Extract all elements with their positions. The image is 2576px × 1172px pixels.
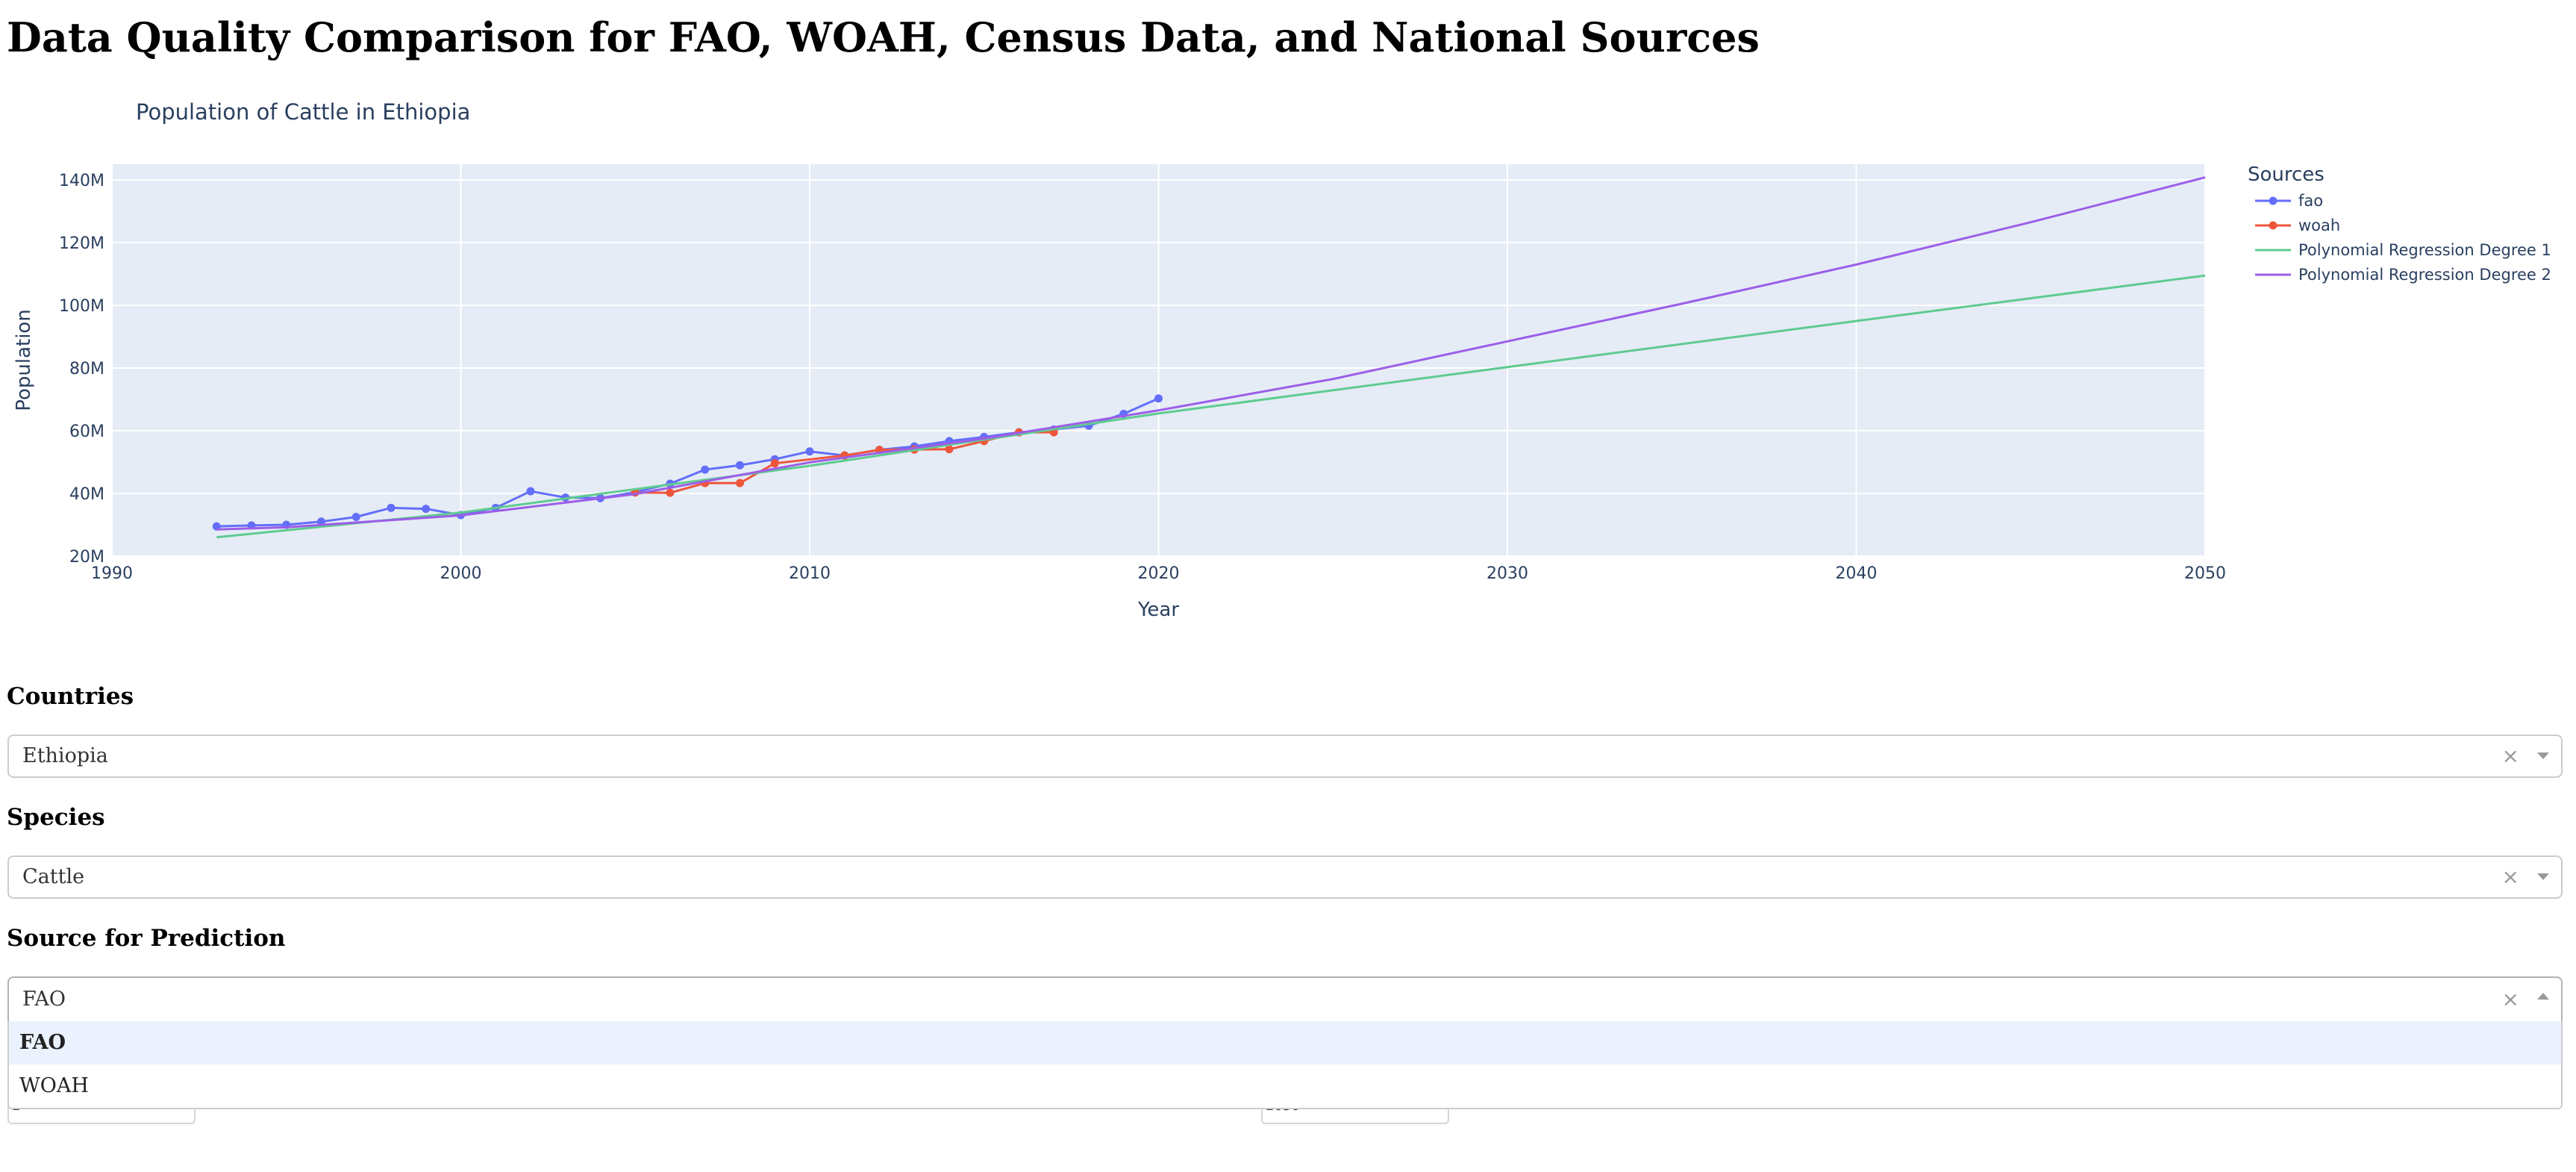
chart-title: Population of Cattle in Ethiopia bbox=[136, 99, 470, 125]
y-tick-label: 80M bbox=[69, 360, 104, 378]
source-options-menu: FAO WOAH bbox=[7, 1021, 2563, 1109]
y-tick-label: 140M bbox=[59, 172, 104, 190]
data-point-fao bbox=[351, 513, 360, 521]
y-tick-label: 60M bbox=[69, 423, 104, 441]
data-point-woah bbox=[770, 459, 779, 468]
legend-marker bbox=[2269, 196, 2278, 205]
species-selected-value: Cattle bbox=[22, 865, 85, 888]
countries-dropdown[interactable]: Ethiopia × bbox=[7, 735, 2563, 778]
source-selected-value: FAO bbox=[22, 988, 66, 1011]
source-option-fao[interactable]: FAO bbox=[9, 1021, 2561, 1065]
data-point-fao bbox=[701, 465, 710, 474]
y-tick-label: 40M bbox=[69, 485, 104, 504]
legend-entry: Polynomial Regression Degree 1 bbox=[2298, 241, 2551, 259]
source-option-woah[interactable]: WOAH bbox=[19, 1074, 89, 1097]
data-point-woah bbox=[945, 445, 954, 454]
x-tick-label: 2040 bbox=[1836, 564, 1878, 583]
series-layer bbox=[212, 176, 2206, 539]
source-clear-icon[interactable]: × bbox=[2501, 987, 2519, 1012]
data-point-fao bbox=[736, 461, 744, 470]
data-point-fao bbox=[805, 447, 814, 456]
data-point-woah bbox=[736, 479, 744, 487]
x-tick-label: 1990 bbox=[91, 564, 133, 583]
x-axis-title: Year bbox=[1137, 599, 1179, 621]
legend: Sources fao woah Polynomial Regression Deg… bbox=[2248, 163, 2551, 284]
series-line-polynomial-regression-degree-1 bbox=[216, 274, 2206, 539]
legend-entry: fao bbox=[2298, 192, 2323, 210]
x-tick-label: 2050 bbox=[2184, 564, 2226, 583]
countries-selected-value: Ethiopia bbox=[22, 744, 108, 767]
data-point-woah bbox=[666, 488, 675, 497]
chart-svg: Population of Cattle in Ethiopia 20M 40M 6… bbox=[13, 99, 2551, 621]
y-tick-label: 100M bbox=[59, 297, 104, 316]
x-tick-label: 2010 bbox=[789, 564, 831, 583]
x-tick-label: 2030 bbox=[1486, 564, 1528, 583]
y-tick-label: 120M bbox=[59, 234, 104, 253]
species-dropdown[interactable]: Cattle × bbox=[7, 855, 2563, 899]
axis-layer: 20M 40M 60M 80M 100M 120M 140M 1990 2000 2010 2020… bbox=[59, 172, 2226, 583]
data-point-fao bbox=[1154, 394, 1163, 403]
species-label: Species bbox=[7, 804, 105, 831]
source-label: Source for Prediction bbox=[7, 925, 286, 952]
legend-entry: Polynomial Regression Degree 2 bbox=[2298, 266, 2551, 284]
series-line-polynomial-regression-degree-2 bbox=[216, 176, 2206, 531]
legend-marker bbox=[2269, 221, 2278, 230]
data-point-fao bbox=[526, 487, 535, 496]
page-title: Data Quality Comparison for FAO, WOAH, C… bbox=[7, 13, 1760, 61]
x-tick-label: 2020 bbox=[1138, 564, 1180, 583]
countries-clear-icon[interactable]: × bbox=[2501, 744, 2519, 768]
legend-title: Sources bbox=[2248, 163, 2325, 186]
population-chart: Population of Cattle in Ethiopia 20M 40M 6… bbox=[0, 90, 2576, 627]
countries-label: Countries bbox=[7, 683, 134, 710]
grid-layer bbox=[111, 164, 2206, 557]
x-tick-label: 2000 bbox=[440, 564, 482, 583]
data-point-fao bbox=[422, 505, 431, 514]
source-chevron-up-icon[interactable] bbox=[2537, 993, 2549, 1000]
species-chevron-down-icon[interactable] bbox=[2537, 873, 2549, 880]
legend-entry: woah bbox=[2298, 216, 2340, 234]
source-dropdown[interactable]: FAO × bbox=[7, 976, 2563, 1023]
y-axis-title: Population bbox=[13, 309, 35, 411]
species-clear-icon[interactable]: × bbox=[2501, 864, 2519, 889]
countries-chevron-down-icon[interactable] bbox=[2537, 752, 2549, 759]
data-point-fao bbox=[387, 503, 396, 512]
y-tick-label: 20M bbox=[69, 548, 104, 567]
